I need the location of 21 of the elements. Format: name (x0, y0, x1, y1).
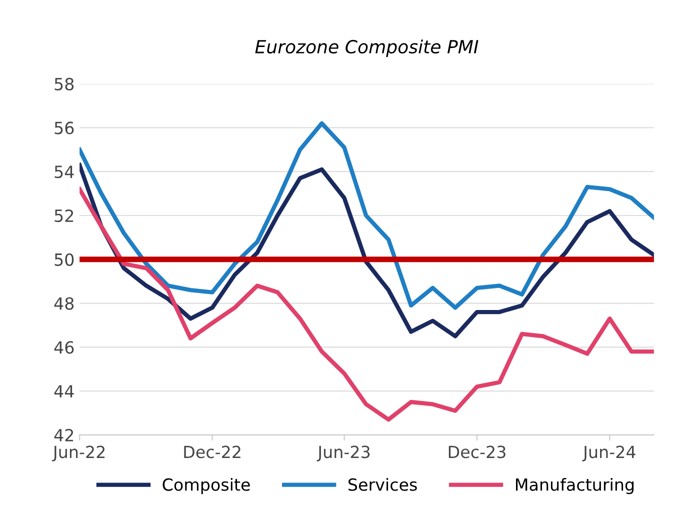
legend-label: Composite (162, 478, 250, 494)
line-series (80, 121, 654, 310)
y-tick-label: 48 (54, 297, 74, 310)
legend-label: Services (348, 478, 417, 491)
x-tick-label: Dec-23 (448, 446, 506, 458)
x-tick-label: Dec-22 (184, 446, 240, 458)
x-tick-label: Jun-24 (582, 446, 636, 462)
y-tick-label: 58 (54, 78, 74, 90)
y-tick-label: 42 (54, 428, 74, 442)
chart-title: Eurozone Composite PMI (255, 40, 478, 58)
legend-label: Manufacturing (516, 478, 634, 494)
line-series (80, 162, 654, 338)
y-tick-label: 44 (54, 385, 74, 398)
y-tick-label: 50 (54, 253, 74, 266)
y-tick-label: 54 (54, 166, 74, 178)
y-tick-label: 46 (54, 341, 74, 354)
line-series (80, 187, 654, 422)
x-tick-label: Jun-22 (52, 446, 105, 462)
y-tick-label: 56 (54, 122, 74, 134)
y-tick-label: 52 (54, 209, 74, 222)
x-tick-label: Jun-23 (316, 446, 370, 462)
